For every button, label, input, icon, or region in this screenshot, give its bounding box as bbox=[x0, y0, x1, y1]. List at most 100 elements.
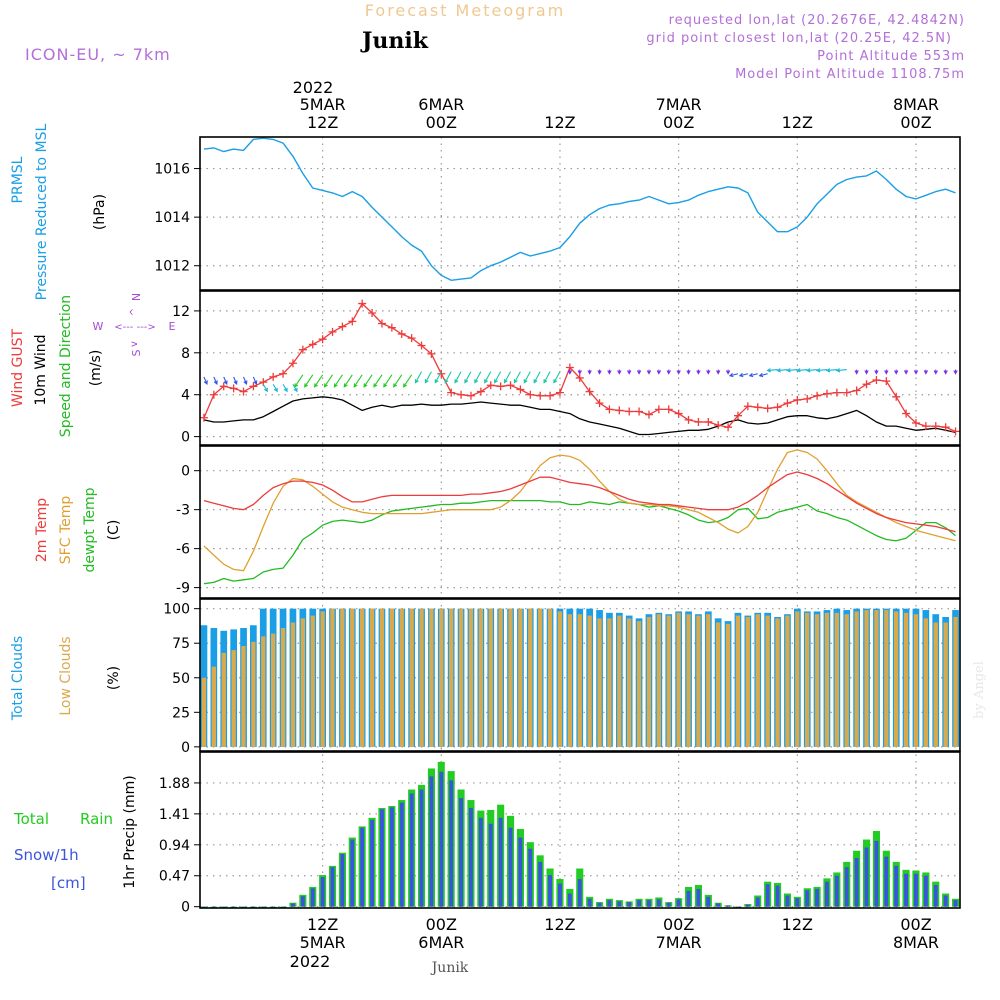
wind-direction-arrow bbox=[294, 374, 304, 388]
precip-rain-label: Rain bbox=[80, 810, 113, 828]
gust-marker bbox=[704, 417, 713, 426]
cloud-ytick-label: 75 bbox=[172, 636, 190, 652]
gust-marker bbox=[546, 391, 555, 400]
wind-direction-arrow bbox=[903, 369, 909, 375]
low-cloud-bar bbox=[646, 616, 652, 747]
gust-marker bbox=[773, 403, 782, 412]
low-cloud-bar bbox=[360, 608, 365, 747]
requested-coords: requested lon,lat (20.2676E, 42.4842N) bbox=[669, 13, 965, 28]
bottom-hour-label: 12Z bbox=[307, 915, 338, 934]
wind-direction-arrow bbox=[953, 369, 958, 375]
precip-total-label: Total bbox=[13, 810, 49, 828]
temp-2m-label: 2m Temp bbox=[34, 498, 50, 562]
wind-ytick-label: 8 bbox=[181, 346, 190, 362]
wind-direction-arrow bbox=[696, 369, 701, 375]
wind-direction-arrow bbox=[913, 369, 919, 375]
wind-direction-arrow bbox=[513, 371, 521, 384]
low-cloud-bar bbox=[607, 618, 612, 747]
low-cloud-bar bbox=[310, 615, 315, 747]
bottom-date-label: 6MAR bbox=[418, 933, 464, 952]
snow-bar bbox=[271, 906, 276, 908]
wind-direction-arrow bbox=[402, 374, 413, 388]
wind-direction-arrow bbox=[854, 369, 859, 375]
pressure-frame bbox=[199, 136, 961, 291]
wind-direction-arrow bbox=[656, 369, 662, 375]
gust-marker bbox=[348, 317, 357, 326]
top-hour-label: 00Z bbox=[663, 113, 694, 132]
low-cloud-bar bbox=[706, 614, 711, 747]
compass-horizontal-arrow: <--- ---> bbox=[114, 322, 156, 333]
gust-marker bbox=[328, 327, 337, 336]
snow-bar bbox=[548, 875, 552, 907]
snow-bar bbox=[696, 888, 701, 907]
gust-marker bbox=[664, 405, 673, 414]
low-cloud-bar bbox=[775, 618, 780, 747]
gust-marker bbox=[536, 391, 545, 400]
low-cloud-bar bbox=[656, 614, 661, 747]
wind-10m-label: 10m Wind bbox=[33, 334, 49, 405]
temp-dew-label: dewpt Temp bbox=[82, 487, 98, 572]
low-cloud-bar bbox=[498, 608, 503, 747]
snow-bar bbox=[795, 898, 800, 907]
low-cloud-bar bbox=[696, 615, 701, 747]
precip-cm-label: [cm] bbox=[51, 874, 86, 892]
wind-direction-arrow bbox=[933, 369, 938, 375]
gust-line bbox=[203, 302, 956, 432]
temp-ytick-label: -3 bbox=[176, 503, 190, 519]
low-cloud-bar bbox=[933, 622, 938, 747]
low-cloud-bar bbox=[765, 615, 770, 747]
low-cloud-bar bbox=[636, 621, 642, 747]
cloud-ytick-label: 25 bbox=[172, 705, 190, 721]
low-cloud-bar bbox=[676, 612, 681, 747]
cloud-low-label: Low Clouds bbox=[58, 636, 74, 715]
wind-direction-arrow bbox=[292, 383, 298, 393]
low-cloud-bar bbox=[488, 608, 493, 747]
snow-bar bbox=[449, 780, 454, 907]
wind-direction-arrow bbox=[587, 369, 592, 375]
snow-bar bbox=[854, 857, 859, 907]
low-cloud-bar bbox=[261, 636, 266, 747]
snow-bar bbox=[221, 906, 226, 908]
wind-direction-arrow bbox=[272, 383, 278, 393]
snow-bar bbox=[686, 890, 691, 907]
gust-marker bbox=[842, 388, 851, 397]
low-cloud-bar bbox=[409, 608, 414, 747]
snow-bar bbox=[953, 900, 958, 907]
wind-direction-arrow bbox=[333, 374, 343, 388]
wind-direction-arrow bbox=[686, 369, 691, 375]
snow-bar bbox=[211, 906, 216, 908]
gust-marker bbox=[368, 309, 377, 317]
top-hour-label: 00Z bbox=[900, 113, 931, 132]
footer-location: Junik bbox=[430, 960, 469, 976]
snow-bar bbox=[805, 890, 810, 907]
snow-bar bbox=[726, 905, 730, 907]
top-date-label: 5MAR bbox=[300, 95, 346, 114]
snow-bar bbox=[508, 827, 513, 907]
low-cloud-bar bbox=[805, 612, 810, 747]
pressure-ytick-label: 1012 bbox=[154, 259, 190, 275]
time-tick-labels: 5MAR12Z12Z5MAR6MAR00Z00Z6MAR12Z12Z7MAR00… bbox=[300, 95, 939, 952]
low-cloud-bar bbox=[369, 608, 375, 747]
snow-bar bbox=[815, 888, 819, 907]
snow-bar bbox=[231, 906, 236, 908]
wind-direction-arrow bbox=[543, 371, 551, 384]
snow-bar bbox=[469, 807, 473, 907]
snow-bar bbox=[528, 848, 533, 907]
snow-bar bbox=[765, 884, 770, 907]
wind-direction-arrow bbox=[607, 369, 612, 375]
snow-bar bbox=[300, 896, 305, 907]
gust-marker bbox=[318, 335, 327, 344]
snow-bar bbox=[894, 865, 899, 907]
gust-marker bbox=[595, 399, 604, 408]
snow-bar bbox=[459, 798, 463, 907]
low-cloud-bar bbox=[567, 614, 572, 747]
wind-direction-arrow bbox=[304, 374, 314, 388]
low-cloud-bar bbox=[854, 611, 859, 747]
gust-marker bbox=[209, 390, 218, 399]
low-cloud-bar bbox=[785, 615, 790, 747]
gust-marker bbox=[813, 391, 822, 400]
wind-direction-arrow bbox=[706, 369, 711, 375]
pressure-ytick-label: 1016 bbox=[154, 162, 190, 178]
wind-direction-arrow bbox=[766, 368, 778, 373]
low-cloud-bar bbox=[923, 618, 928, 747]
